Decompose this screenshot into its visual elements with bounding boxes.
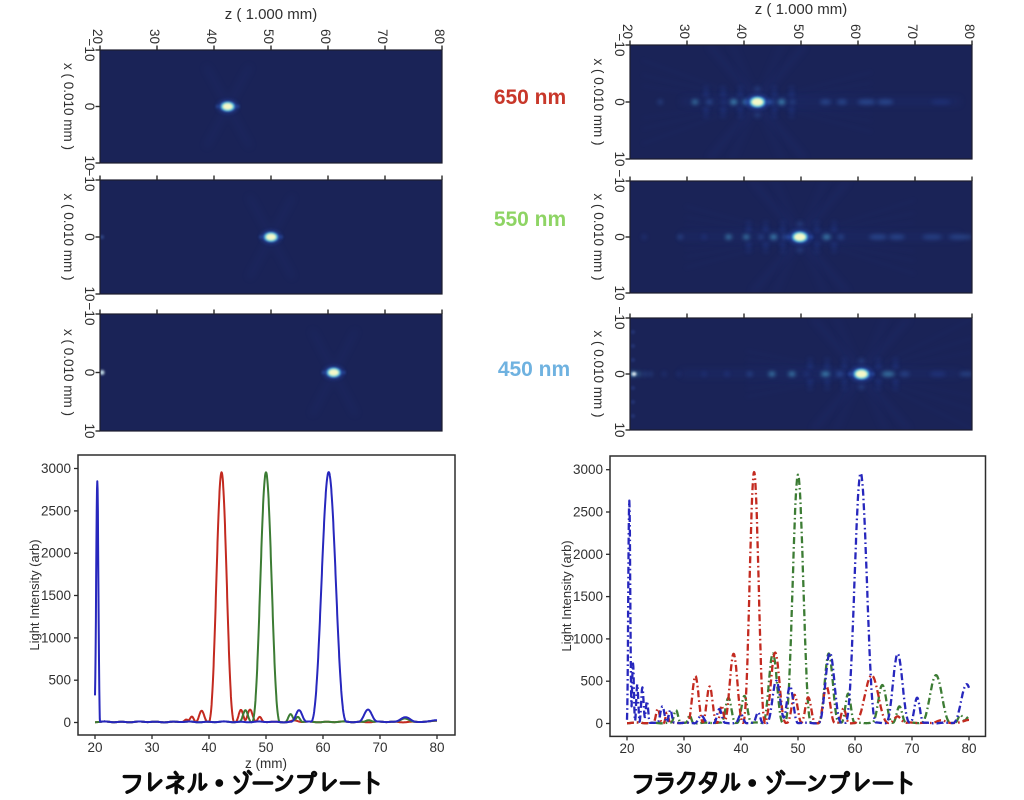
svg-text:3000: 3000 — [573, 462, 603, 477]
svg-text:500: 500 — [580, 674, 603, 689]
svg-text:x ( 0.010 mm ): x ( 0.010 mm ) — [61, 329, 76, 416]
svg-text:80: 80 — [432, 29, 447, 44]
svg-text:−10: −10 — [82, 39, 97, 62]
svg-text:70: 70 — [905, 24, 920, 39]
svg-text:x ( 0.010 mm ): x ( 0.010 mm ) — [61, 63, 76, 150]
svg-text:2000: 2000 — [41, 546, 71, 561]
svg-text:0: 0 — [595, 716, 603, 731]
svg-text:60: 60 — [847, 741, 862, 756]
svg-text:650 nm: 650 nm — [494, 86, 566, 109]
svg-text:40: 40 — [204, 29, 219, 44]
svg-text:450 nm: 450 nm — [498, 358, 570, 381]
svg-text:3000: 3000 — [41, 461, 71, 476]
svg-text:10: 10 — [612, 422, 627, 437]
svg-text:10: 10 — [82, 423, 97, 438]
svg-text:40: 40 — [734, 24, 749, 39]
svg-text:1500: 1500 — [41, 588, 71, 603]
svg-text:10: 10 — [82, 286, 97, 301]
svg-text:0: 0 — [82, 233, 97, 241]
svg-text:60: 60 — [315, 740, 330, 755]
svg-text:2500: 2500 — [41, 503, 71, 518]
svg-text:550 nm: 550 nm — [494, 208, 566, 231]
svg-text:1500: 1500 — [573, 589, 603, 604]
svg-text:1000: 1000 — [573, 631, 603, 646]
svg-text:10: 10 — [612, 285, 627, 300]
svg-text:0: 0 — [612, 233, 627, 241]
svg-text:−10: −10 — [82, 169, 97, 192]
svg-text:x ( 0.010 mm ): x ( 0.010 mm ) — [591, 58, 606, 145]
svg-text:z ( 1.000 mm): z ( 1.000 mm) — [225, 6, 318, 23]
svg-text:2500: 2500 — [573, 505, 603, 520]
svg-text:30: 30 — [676, 741, 691, 756]
svg-text:z ( 1.000 mm): z ( 1.000 mm) — [755, 1, 848, 18]
svg-text:x ( 0.010 mm ): x ( 0.010 mm ) — [61, 193, 76, 280]
svg-text:Light Intensity (arb): Light Intensity (arb) — [559, 540, 574, 651]
svg-text:0: 0 — [82, 369, 97, 377]
svg-text:−10: −10 — [82, 303, 97, 326]
svg-text:50: 50 — [261, 29, 276, 44]
svg-text:40: 40 — [201, 740, 216, 755]
svg-text:−10: −10 — [612, 307, 627, 330]
svg-text:50: 50 — [790, 741, 805, 756]
svg-text:1000: 1000 — [41, 630, 71, 645]
svg-text:30: 30 — [147, 29, 162, 44]
svg-text:z (mm): z (mm) — [245, 756, 287, 771]
svg-text:20: 20 — [90, 29, 105, 44]
svg-text:20: 20 — [619, 741, 634, 756]
svg-text:0: 0 — [82, 103, 97, 111]
svg-text:2000: 2000 — [573, 547, 603, 562]
svg-text:80: 80 — [962, 24, 977, 39]
svg-text:x ( 0.010 mm ): x ( 0.010 mm ) — [591, 193, 606, 280]
svg-text:70: 70 — [375, 29, 390, 44]
svg-text:50: 50 — [258, 740, 273, 755]
svg-text:70: 70 — [372, 740, 387, 755]
svg-text:10: 10 — [612, 151, 627, 166]
svg-text:0: 0 — [612, 98, 627, 106]
svg-text:−10: −10 — [612, 34, 627, 57]
svg-text:80: 80 — [961, 741, 976, 756]
svg-text:−10: −10 — [612, 170, 627, 193]
svg-text:Light Intensity (arb): Light Intensity (arb) — [27, 539, 42, 650]
svg-text:20: 20 — [87, 740, 102, 755]
svg-text:20: 20 — [620, 24, 635, 39]
svg-text:500: 500 — [48, 673, 71, 688]
svg-text:x ( 0.010 mm ): x ( 0.010 mm ) — [591, 330, 606, 417]
svg-text:10: 10 — [82, 155, 97, 170]
svg-text:80: 80 — [429, 740, 444, 755]
svg-text:50: 50 — [791, 24, 806, 39]
svg-text:0: 0 — [612, 370, 627, 378]
svg-text:30: 30 — [144, 740, 159, 755]
svg-text:60: 60 — [848, 24, 863, 39]
svg-text:60: 60 — [318, 29, 333, 44]
svg-text:0: 0 — [63, 715, 71, 730]
svg-text:30: 30 — [677, 24, 692, 39]
svg-text:70: 70 — [904, 741, 919, 756]
svg-text:40: 40 — [733, 741, 748, 756]
